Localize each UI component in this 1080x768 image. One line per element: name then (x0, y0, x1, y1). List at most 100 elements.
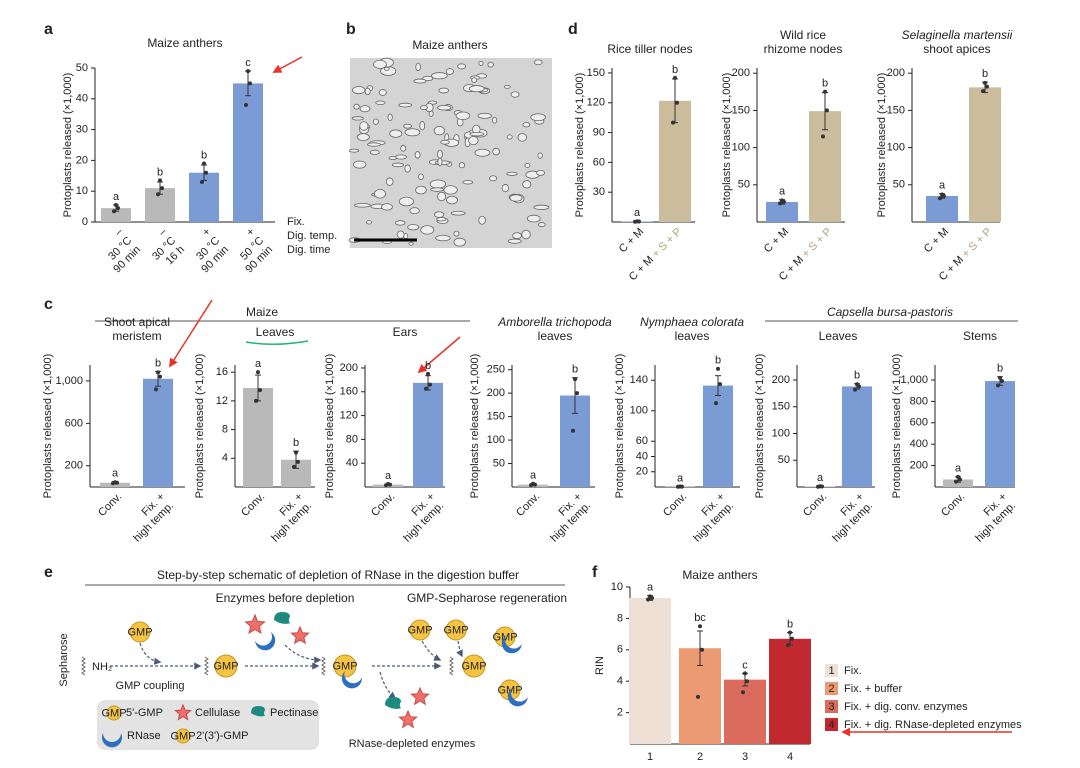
data-point (648, 594, 652, 599)
y-tick-label: 60 (593, 156, 605, 168)
x-tick-label: Conv. (661, 491, 689, 519)
cell (492, 147, 500, 156)
data-point (678, 484, 682, 489)
y-tick-label: 60 (636, 435, 648, 447)
x-tick-label-group: Fix. +high temp. (401, 491, 446, 545)
linker (449, 656, 454, 676)
x-tick-label-group: Conv. (661, 491, 689, 519)
bar (233, 83, 263, 223)
data-point (940, 192, 944, 197)
x-tick-label-part: Conv. (96, 491, 124, 519)
y-tick-label: 250 (487, 364, 505, 376)
cell (398, 196, 414, 207)
data-point (202, 161, 206, 166)
cell (522, 122, 531, 128)
significance-letter: b (787, 618, 793, 630)
cell (437, 149, 443, 159)
significance-letter: b (157, 166, 163, 178)
panel-label: e (44, 564, 53, 581)
y-axis-label: Protoplasts released (×1,000) (42, 354, 54, 499)
cell (409, 207, 420, 215)
group-header: Maize (246, 305, 278, 319)
x-tick-label-group: Fix. +high temp. (973, 491, 1018, 545)
significance-letter: a (112, 468, 119, 480)
x-tick-label: 2 (697, 751, 703, 763)
bar (100, 482, 130, 487)
linker (81, 656, 86, 676)
chart-title: leaves (675, 329, 710, 343)
data-point (983, 80, 987, 85)
y-tick-label: 1,000 (55, 375, 83, 387)
pectinase-icon (385, 697, 401, 709)
bar (926, 195, 958, 222)
y-tick-label: 40 (346, 457, 358, 469)
y-tick-label: 0 (82, 216, 88, 228)
linker (204, 656, 209, 676)
cell (445, 68, 454, 75)
significance-letter: a (955, 463, 962, 475)
gmp-label: GMP (461, 660, 486, 672)
data-point (573, 377, 577, 382)
cell (381, 203, 393, 211)
chart-title: Stems (963, 329, 997, 343)
chart-title: Wild rice (780, 28, 826, 42)
significance-letter: bc (694, 612, 706, 624)
cell (429, 179, 447, 189)
data-point (698, 624, 702, 629)
cell (383, 66, 390, 71)
cell (501, 184, 509, 193)
cell (478, 215, 486, 225)
cell (367, 142, 381, 147)
y-tick-label: 20 (76, 154, 88, 166)
data-point (244, 102, 248, 107)
x-tick-label: Conv. (801, 491, 829, 519)
data-point (671, 120, 675, 125)
cell (530, 113, 546, 122)
significance-letter: b (982, 68, 988, 80)
cell (348, 148, 360, 153)
data-point (154, 387, 158, 392)
data-point (158, 178, 162, 183)
cell (453, 230, 460, 237)
cell (407, 224, 420, 231)
matrix-label: Sepharose (58, 633, 70, 686)
significance-letter: a (817, 472, 824, 484)
error-bar (697, 630, 703, 666)
data-point (424, 386, 428, 391)
y-axis-label: Protoplasts released (×1,000) (324, 354, 336, 499)
legend-key: 2 (828, 683, 834, 695)
chart-title: Maize anthers (682, 568, 757, 582)
x-tick-label-group: C + M (922, 226, 951, 255)
bar (769, 638, 811, 744)
cell (395, 220, 406, 226)
cell (354, 203, 371, 208)
cell (398, 102, 413, 108)
x-tick-label-group: Fix. +high temp. (691, 491, 736, 545)
x-tick-label-group: Conv. (369, 491, 397, 519)
data-point (646, 597, 650, 602)
cell (438, 87, 450, 94)
bar (518, 484, 548, 487)
cell (458, 162, 466, 169)
y-axis-label: RIN (594, 656, 606, 675)
y-tick-label: 50 (738, 179, 750, 191)
flow-arrow (284, 644, 322, 664)
x-tick-label-part: C + M (777, 254, 806, 283)
data-point (292, 464, 296, 469)
cell (414, 151, 421, 159)
significance-letter: a (530, 470, 537, 482)
data-point (158, 374, 162, 379)
y-tick-label: 150 (772, 401, 790, 413)
data-point (428, 382, 432, 387)
x-tick-label-group: Conv. (96, 491, 124, 519)
rnase-icon (341, 671, 362, 689)
x-tick-label-part: C + M (937, 254, 966, 283)
y-axis-label: Protoplasts released (×1,000) (876, 73, 888, 218)
cell (366, 220, 372, 225)
cellulase-icon (290, 625, 310, 645)
cell (506, 171, 518, 176)
x-tick-label-group: +30 °C90 min (194, 226, 231, 276)
x-tick-label-group: Fix. +high temp. (269, 491, 314, 545)
group-header: Capsella bursa-pastoris (827, 305, 953, 319)
